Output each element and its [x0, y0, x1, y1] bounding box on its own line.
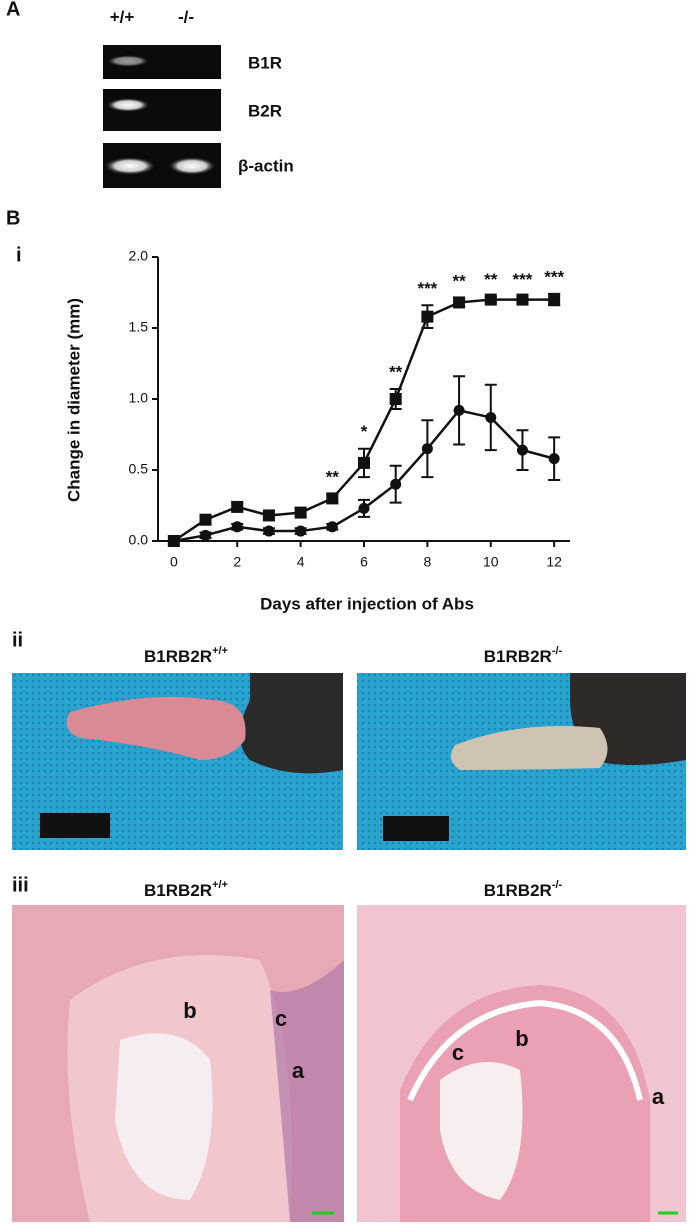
photo — [12, 673, 686, 850]
significance: * — [361, 422, 368, 441]
panel-label: A — [6, 0, 20, 20]
y-tick-label: 0.5 — [129, 461, 149, 477]
marker — [548, 453, 560, 465]
marker — [485, 411, 497, 423]
marker — [358, 456, 370, 469]
region-letter: c — [452, 1040, 464, 1065]
region-letter: b — [515, 1026, 528, 1051]
marker — [262, 509, 275, 522]
significance: *** — [513, 270, 533, 289]
marker — [231, 500, 244, 513]
genotype: +/+ — [110, 7, 135, 26]
photo-label: B1RB2R+/+ — [144, 645, 228, 667]
band-label: B2R — [248, 101, 282, 120]
marker — [516, 293, 529, 306]
significance: *** — [544, 267, 564, 286]
sub-label: i — [16, 244, 22, 266]
y-tick-label: 0.0 — [129, 532, 149, 548]
region-letter: c — [275, 1006, 287, 1031]
x-tick-label: 10 — [483, 554, 499, 570]
x-tick-label: 2 — [233, 554, 241, 570]
marker — [389, 393, 402, 405]
sub-label: ii — [12, 629, 23, 651]
x-tick-label: 0 — [170, 554, 178, 570]
marker — [200, 529, 212, 541]
region-letter: b — [183, 998, 196, 1023]
x-tick-label: 12 — [546, 554, 562, 570]
significance: ** — [389, 363, 403, 382]
marker — [295, 525, 307, 537]
marker — [294, 506, 307, 519]
significance: ** — [452, 272, 466, 291]
band-label: B1R — [248, 53, 282, 72]
significance: *** — [417, 279, 437, 298]
significance: ** — [484, 270, 498, 289]
marker — [516, 444, 528, 456]
y-tick-label: 2.0 — [129, 248, 149, 264]
histology-label: B1RB2R+/+ — [144, 879, 228, 901]
marker — [421, 310, 434, 323]
marker — [199, 513, 212, 526]
marker — [326, 492, 339, 505]
gel — [103, 45, 221, 188]
marker — [358, 502, 370, 514]
x-tick-label: 4 — [297, 554, 305, 570]
marker — [453, 296, 466, 309]
y-tick-label: 1.5 — [129, 319, 149, 335]
marker — [548, 293, 561, 306]
x-axis-label: Days after injection of Abs — [260, 594, 474, 613]
photo-label: B1RB2R-/- — [484, 645, 563, 667]
histology — [12, 905, 686, 1222]
marker — [263, 525, 275, 537]
significance: ** — [326, 468, 340, 487]
marker — [484, 293, 497, 306]
region-letter: a — [292, 1058, 305, 1083]
y-tick-label: 1.0 — [129, 390, 149, 406]
band-label: β-actin — [238, 156, 294, 175]
region-letter: a — [652, 1084, 665, 1109]
marker — [390, 478, 402, 490]
marker — [421, 443, 433, 455]
x-tick-label: 6 — [360, 554, 368, 570]
y-axis-label: Change in diameter (mm) — [64, 298, 83, 502]
marker — [453, 404, 465, 416]
sub-label: iii — [12, 874, 29, 896]
histology-label: B1RB2R-/- — [484, 879, 563, 901]
panel-label: B — [6, 207, 20, 229]
marker — [168, 535, 180, 547]
genotype: -/- — [178, 7, 194, 26]
x-tick-label: 8 — [423, 554, 431, 570]
marker — [231, 521, 243, 533]
marker — [326, 521, 338, 533]
